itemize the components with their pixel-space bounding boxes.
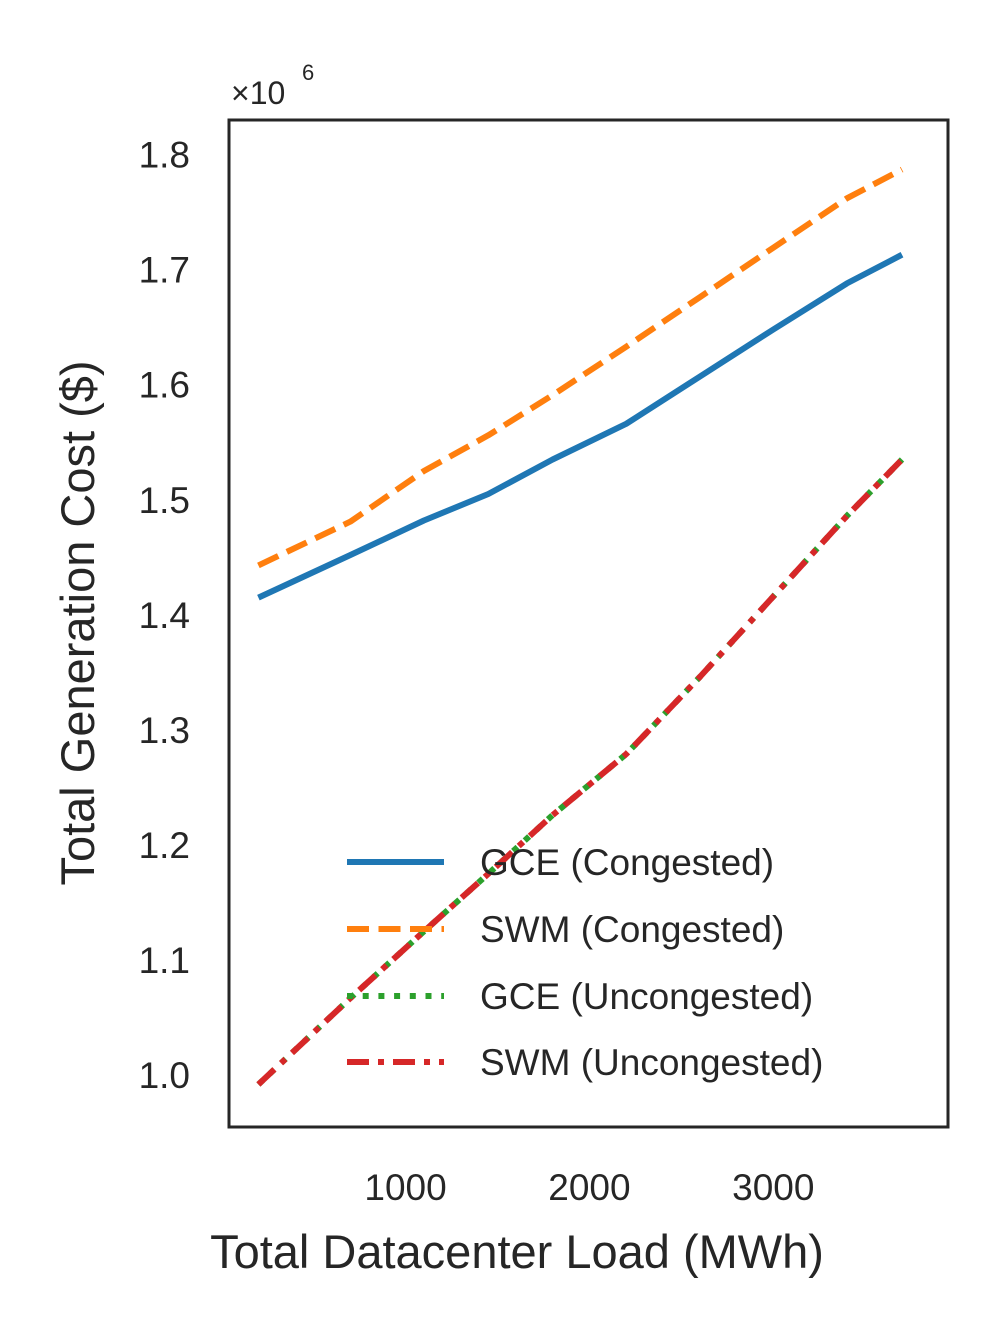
- legend-label-gce-congested: GCE (Congested): [480, 842, 774, 883]
- series-line-3: [256, 457, 905, 1087]
- legend-label-swm-uncongested: SWM (Uncongested): [480, 1042, 823, 1083]
- x-tick-label: 2000: [548, 1167, 630, 1208]
- series-line-0: [257, 252, 904, 601]
- y-tick-label: 1.4: [139, 595, 190, 636]
- series-line-1: [257, 166, 904, 569]
- y-tick-label: 1.2: [139, 825, 190, 866]
- y-axis: 1.0 1.1 1.2 1.3 1.4 1.5 1.6 1.7 1.8: [139, 135, 190, 1097]
- plot-lines: [256, 166, 905, 1087]
- x-tick-label: 1000: [364, 1167, 446, 1208]
- legend: GCE (Congested) SWM (Congested) GCE (Unc…: [347, 842, 823, 1083]
- y-scale-exponent: 6: [302, 60, 314, 85]
- y-tick-label: 1.6: [139, 365, 190, 406]
- x-tick-label: 3000: [732, 1167, 814, 1208]
- y-tick-label: 1.8: [139, 135, 190, 176]
- axes-frame: [227, 118, 950, 1129]
- x-axis-label: Total Datacenter Load (MWh): [210, 1225, 824, 1278]
- series-line-2: [256, 457, 905, 1087]
- y-tick-label: 1.7: [139, 250, 190, 291]
- x-axis: 1000 2000 3000: [364, 1167, 814, 1208]
- y-tick-label: 1.0: [139, 1055, 190, 1096]
- legend-label-gce-uncongested: GCE (Uncongested): [480, 976, 813, 1017]
- y-axis-label: Total Generation Cost ($): [51, 360, 104, 885]
- y-tick-label: 1.5: [139, 480, 190, 521]
- legend-label-swm-congested: SWM (Congested): [480, 909, 784, 950]
- y-tick-label: 1.3: [139, 710, 190, 751]
- y-scale-base: ×10: [231, 75, 285, 111]
- y-tick-label: 1.1: [139, 940, 190, 981]
